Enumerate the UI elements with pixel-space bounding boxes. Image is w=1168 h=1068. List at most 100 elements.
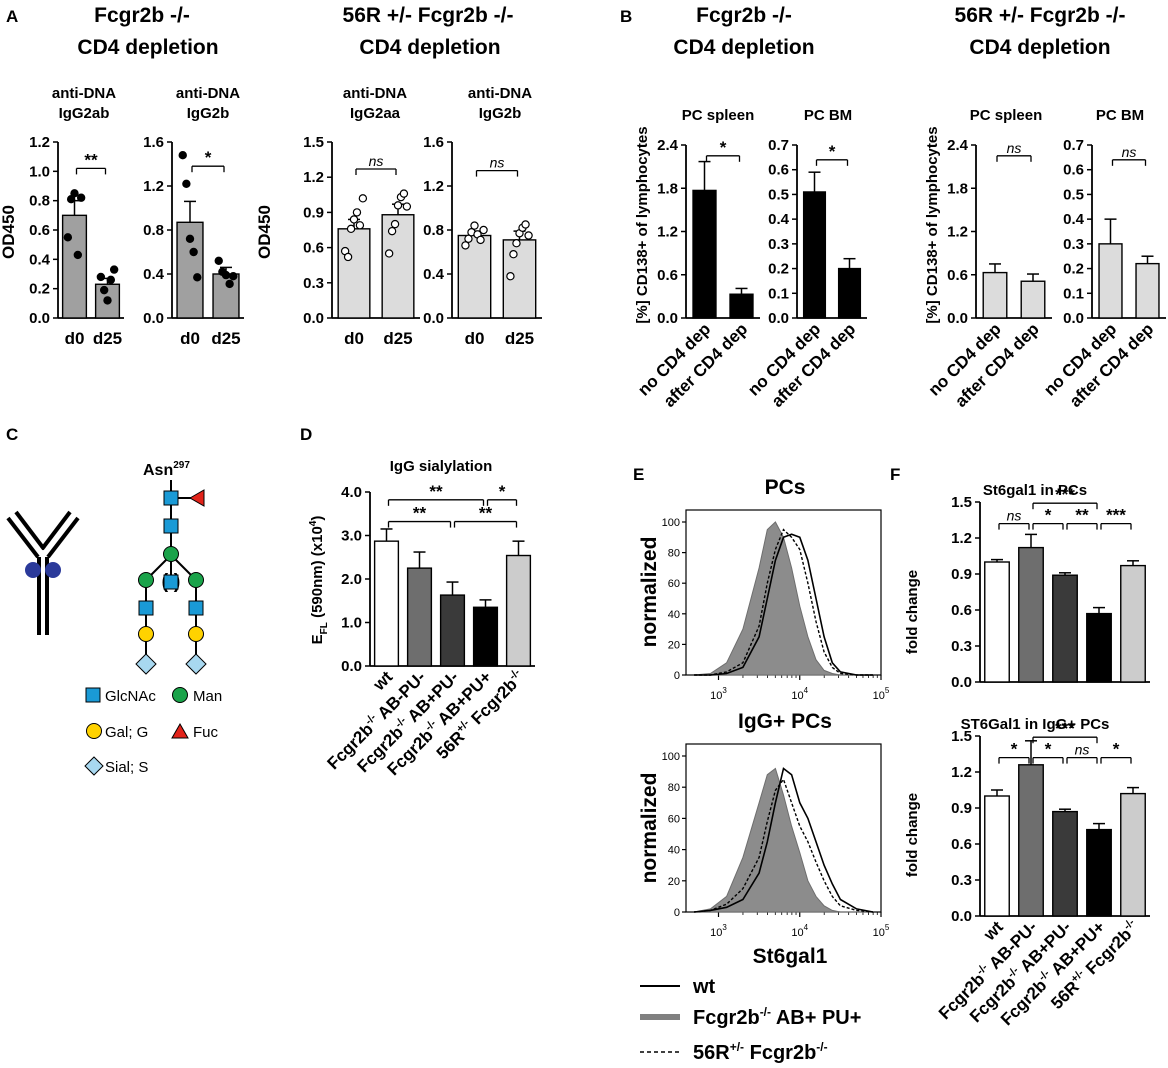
legend-56r-sup: +/- xyxy=(730,1040,744,1054)
y-tick-label: 40 xyxy=(668,845,680,857)
panel-f-title-top: St6gal1 in PCs xyxy=(983,482,1087,499)
y-tick-label: 1.6 xyxy=(143,134,164,151)
x-tick-exp: 4 xyxy=(804,923,809,932)
data-point xyxy=(352,208,362,217)
histogram-fcgr2b-area xyxy=(694,767,873,913)
y-tick-label: 2.4 xyxy=(657,137,679,154)
y-tick-label: 0.0 xyxy=(143,310,164,327)
glcnac-icon xyxy=(85,687,101,703)
data-point xyxy=(103,296,112,305)
bar xyxy=(1052,574,1078,683)
data-point xyxy=(464,234,473,243)
bar xyxy=(1018,546,1044,683)
sig-label: ** xyxy=(413,504,427,523)
x-tick-base: 10 xyxy=(873,690,885,702)
data-point xyxy=(109,265,119,274)
panel-a-chart-1: 0.0 0.2 0.4 0.6 0.8 1.0 1.2 d0 d25 ** xyxy=(29,134,124,348)
y-tick-label: 0.0 xyxy=(1063,310,1084,327)
legend-fcgr2b-sup: -/- xyxy=(760,1005,771,1019)
y-tick-label: 1.2 xyxy=(29,134,50,151)
x-tick-label: d0 xyxy=(65,329,85,348)
y-tick-label: 0.2 xyxy=(768,261,789,278)
sialic-acid-diamond xyxy=(135,653,157,675)
panel-d-ylabel-e: E xyxy=(309,634,326,644)
bar xyxy=(1020,280,1046,319)
data-point xyxy=(349,215,359,224)
panel-e-xlabel: St6gal1 xyxy=(753,945,828,968)
panel-b-group1-ylabel: [%] CD138+ of lymphocytes xyxy=(634,126,651,323)
sig-label: * xyxy=(1045,506,1052,525)
panel-e-title-top: PCs xyxy=(765,476,806,499)
y-tick-label: 1.2 xyxy=(303,169,324,186)
sig-label: * xyxy=(499,482,506,501)
fucose-triangle xyxy=(188,489,205,507)
panel-b-chart-2: 0.00.10.20.30.40.50.60.7no CD4 depafter … xyxy=(744,137,867,411)
bar xyxy=(729,293,754,319)
sig-label: * xyxy=(1045,740,1052,759)
legend-fcgr2b-rest: AB+ PU+ xyxy=(771,1007,861,1029)
y-tick-label: 0.6 xyxy=(947,267,968,284)
y-tick-label: 1.2 xyxy=(657,224,678,241)
y-tick-label: 1.0 xyxy=(29,163,50,180)
panel-a-group1-title-line1: Fcgr2b -/- xyxy=(94,4,190,27)
y-tick-label: 100 xyxy=(662,517,680,529)
data-point xyxy=(393,201,403,210)
panel-a-chart1-title-line2: IgG2ab xyxy=(59,105,110,122)
data-point xyxy=(387,226,397,236)
asn-superscript: 297 xyxy=(173,460,190,471)
galactose-icon xyxy=(86,723,102,739)
panel-d-ylabel-rest: (590nm) (x10 xyxy=(309,526,326,622)
x-tick-label: 104 xyxy=(791,923,808,939)
y-tick-label: 1.5 xyxy=(951,728,972,745)
y-tick-label: 3.0 xyxy=(341,528,362,545)
panel-b-group2-title-line2: CD4 depletion xyxy=(969,36,1110,59)
sig-label: ** xyxy=(1075,506,1089,525)
fucose-icon xyxy=(171,722,189,739)
data-point xyxy=(229,272,238,281)
y-tick-label: 0 xyxy=(674,907,680,919)
legend-glcnac-label: GlcNAc xyxy=(105,688,156,705)
x-tick-base: 10 xyxy=(710,690,722,702)
bar xyxy=(381,214,415,319)
panel-d-ylabel-sub: FL xyxy=(319,622,330,634)
panel-letter-c: C xyxy=(6,425,18,444)
y-tick-label: 0.4 xyxy=(143,266,165,283)
y-tick-label: 20 xyxy=(668,876,680,888)
histogram-56r-line xyxy=(694,528,873,676)
legend-man-label: Man xyxy=(193,688,222,705)
legend-sial-label: Sial; S xyxy=(105,759,148,776)
y-tick-label: 0.0 xyxy=(947,310,968,327)
bar xyxy=(439,594,466,667)
y-tick-label: 0.0 xyxy=(423,310,444,327)
bar xyxy=(457,234,492,319)
bar xyxy=(1052,810,1078,917)
y-tick-label: 1.6 xyxy=(423,134,444,151)
legend-56r-rest: Fcgr2b xyxy=(744,1042,816,1064)
y-tick-label: 2.0 xyxy=(341,571,362,588)
x-tick-label: 105 xyxy=(873,686,890,702)
legend-fcgr2b-main: Fcgr2b xyxy=(693,1007,760,1029)
panel-letter-d: D xyxy=(300,425,312,444)
y-tick-label: 0.6 xyxy=(1063,162,1084,179)
y-tick-label: 0.6 xyxy=(303,240,324,257)
y-tick-label: 0.4 xyxy=(29,251,51,268)
bar xyxy=(802,191,827,319)
sig-label: ** xyxy=(84,150,98,169)
glycan-structure: ( ) xyxy=(135,480,207,675)
histogram-wt-line xyxy=(694,533,873,676)
y-tick-label: 0.0 xyxy=(657,310,678,327)
bar xyxy=(1120,792,1146,917)
data-point xyxy=(76,193,86,202)
bar xyxy=(406,567,433,667)
y-tick-label: 0.6 xyxy=(951,602,972,619)
sig-label: ns xyxy=(490,155,505,171)
legend-fuc-label: Fuc xyxy=(193,724,219,741)
panel-d-chart-title: IgG sialylation xyxy=(390,458,493,475)
y-tick-label: 1.2 xyxy=(143,178,164,195)
legend-56r-label: 56R+/- Fcgr2b-/- xyxy=(693,1040,828,1064)
panel-b-group2-ylabel: [%] CD138+ of lymphocytes xyxy=(924,126,941,323)
sig-label: *** xyxy=(1055,719,1075,738)
